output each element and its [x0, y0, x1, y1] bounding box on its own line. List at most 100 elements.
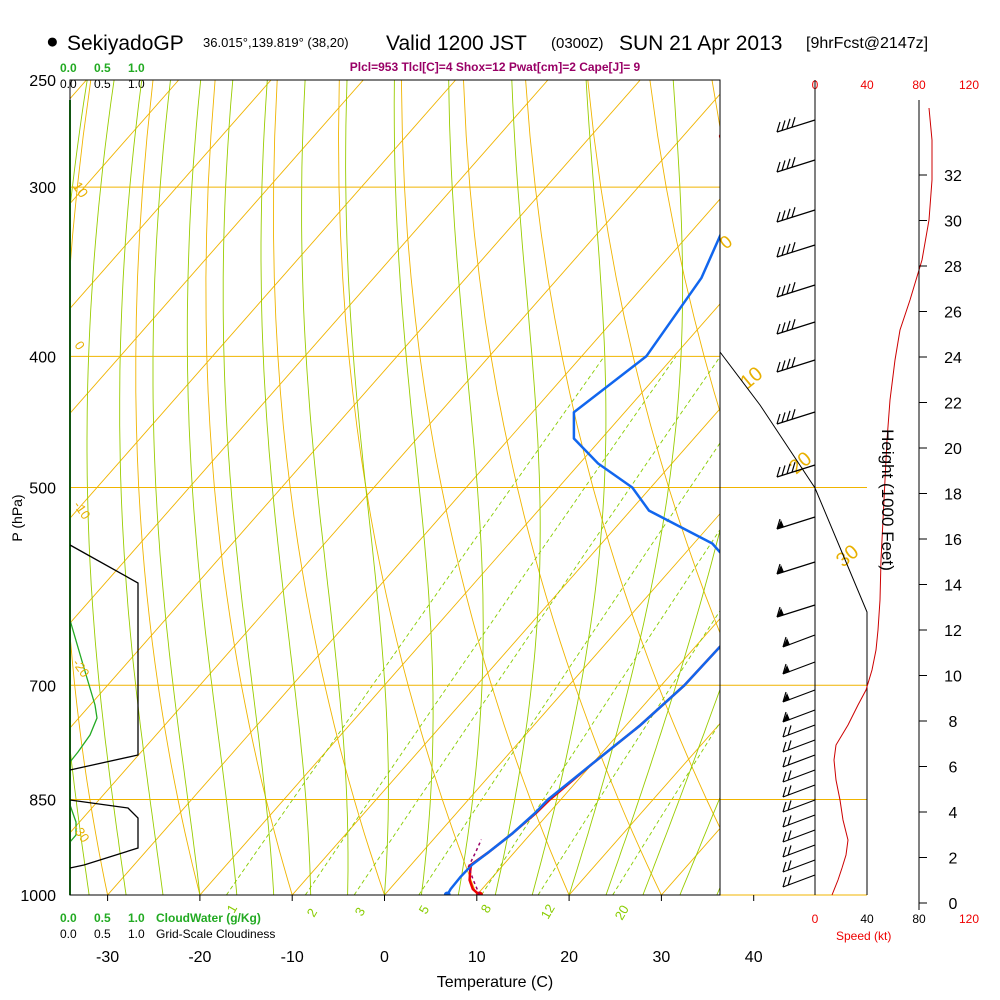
- wind-barb-feather: [776, 466, 781, 478]
- wind-barb: [782, 874, 816, 888]
- wind-barb-feather: [791, 319, 796, 330]
- wind-barb-feather: [776, 211, 781, 223]
- station-coords: 36.015°,139.819° (38,20): [203, 35, 349, 50]
- wind-barb-feather: [776, 286, 781, 298]
- moist-adiabat-line: [642, 688, 720, 895]
- moist-adiabat-line: [152, 80, 201, 895]
- height-tick-label: 12: [944, 623, 962, 640]
- height-tick-label: 26: [944, 305, 962, 322]
- wind-barb: [776, 462, 816, 478]
- mixing-ratio-label-2: 2: [304, 906, 321, 920]
- pressure-tick-label: 850: [29, 792, 56, 809]
- height-tick-label: 24: [944, 350, 962, 367]
- cloud-scale-top: 0.0 0.5 1.0 0.0 0.5 1.0: [60, 61, 145, 91]
- moist-adiabat-line: [345, 80, 389, 895]
- stability-indices: Plcl=953 Tlcl[C]=4 Shox=12 Pwat[cm]=2 Ca…: [350, 60, 641, 74]
- height-tick-label: 10: [944, 669, 962, 686]
- wind-barb-shaft: [776, 411, 816, 425]
- valid-date: SUN 21 Apr 2013: [619, 32, 782, 55]
- mixing-ratio-line: [612, 721, 720, 895]
- dry-adiabat-label-10: 10: [736, 363, 767, 394]
- wind-barb-feather: [776, 518, 781, 530]
- wind-barb-feather: [782, 663, 787, 675]
- mixing-ratio-line: [481, 528, 720, 895]
- height-tick-label: 8: [949, 714, 958, 731]
- speed-tick-top-2: 80: [912, 78, 926, 92]
- moist-adiabat-label-0: 0: [72, 338, 88, 353]
- wind-barb: [776, 561, 816, 575]
- plot-frame: [69, 79, 721, 896]
- cloudiness-tick-bottom-1: 0.5: [94, 927, 111, 941]
- moist-adiabat-line: [119, 80, 164, 895]
- wind-barb: [782, 739, 816, 753]
- wind-barb: [776, 604, 816, 618]
- wind-barb: [782, 709, 816, 723]
- wind-barb: [776, 207, 816, 223]
- wind-barb-feather: [787, 860, 792, 871]
- wind-barb: [782, 829, 816, 843]
- cloudiness-profile-lower: [69, 799, 139, 869]
- wind-barb-shaft: [776, 464, 816, 478]
- wind-barb-pennant: [783, 693, 790, 702]
- dry-adiabat-line: [463, 80, 662, 895]
- moist-adiabat-label-m30: -30: [70, 821, 93, 845]
- cloudiness-tick-top-2: 1.0: [128, 77, 145, 91]
- height-tick-label: 22: [944, 396, 962, 413]
- wind-barb: [782, 724, 816, 738]
- pressure-tick-label: 250: [29, 73, 56, 90]
- wind-barb-feather: [787, 875, 792, 886]
- wind-barb-feather: [782, 711, 787, 723]
- wind-barb: [782, 661, 816, 675]
- moist-adiabat-line: [301, 80, 349, 895]
- wind-barb-pennant: [783, 638, 790, 647]
- wind-barb-feather: [787, 815, 792, 826]
- wind-barb-feather: [782, 636, 787, 648]
- pressure-tick-label: 700: [29, 678, 56, 695]
- cloudiness-tick-bottom-0: 0.0: [60, 927, 77, 941]
- station-marker: ●: [46, 30, 59, 53]
- wind-barb-shaft: [776, 119, 816, 133]
- height-tick-label: 16: [944, 532, 962, 549]
- isobars: [70, 79, 867, 896]
- wind-barb: [776, 409, 816, 425]
- moist-adiabat-line: [86, 80, 127, 895]
- wind-barb-pennant: [777, 520, 784, 529]
- wind-barb-feather: [776, 563, 781, 575]
- wind-barb-feather: [791, 462, 796, 473]
- speed-scale-top: 0 40 80 120: [812, 78, 980, 92]
- dry-adiabat-line: [70, 80, 109, 895]
- dry-adiabat-line: [135, 80, 201, 895]
- moist-adiabat-line: [494, 80, 541, 895]
- wind-barb-feather: [782, 771, 787, 783]
- cloudwater-profile-upper: [69, 619, 98, 763]
- temperature-profile: [468, 133, 720, 895]
- dewpoint-profile-surface-point: [443, 891, 451, 895]
- terrain-boundary: [719, 351, 868, 895]
- dry-adiabat-labels: 0 10 20 30: [716, 231, 864, 572]
- speed-tick-bottom-2: 80: [912, 912, 926, 926]
- mixing-ratio-labels: 1 2 3 5 8 12 20: [224, 901, 632, 922]
- pressure-axis-title: P (hPa): [9, 494, 25, 541]
- moist-adiabat-line: [568, 80, 684, 895]
- wind-barbs: [776, 117, 816, 888]
- wind-barb-feather: [787, 830, 792, 841]
- temperature-tick-label: -10: [281, 949, 304, 966]
- mixing-ratio-label-20: 20: [612, 902, 632, 922]
- dry-adiabat-line: [960, 80, 1000, 895]
- moist-adiabat-line: [260, 80, 312, 895]
- wind-barb: [776, 516, 816, 530]
- wind-barb-pennant: [783, 713, 790, 722]
- wind-barb-feather: [781, 360, 786, 371]
- height-tick-label: 4: [949, 805, 958, 822]
- wind-barb-feather: [781, 465, 786, 476]
- height-tick-label: 6: [949, 760, 958, 777]
- dry-adiabat-line: [273, 80, 385, 895]
- wind-barb-feather: [786, 243, 791, 254]
- temperature-tick-label: 0: [380, 949, 389, 966]
- wind-barb-pennant: [777, 608, 784, 617]
- wind-barb-feather: [787, 725, 792, 736]
- wind-barb-feather: [786, 118, 791, 129]
